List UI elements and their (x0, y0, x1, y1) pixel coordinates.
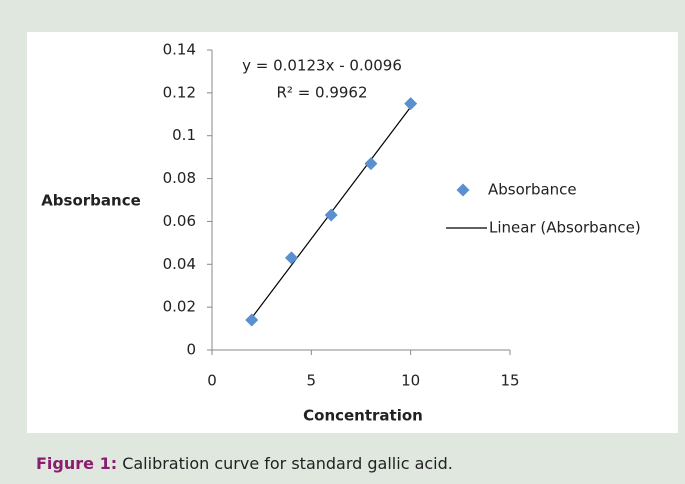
trend-r2: R² = 0.9962 (276, 84, 367, 102)
y-tick-label: 0.08 (163, 169, 196, 187)
y-tick-label: 0.02 (163, 298, 196, 316)
y-tick-label: 0.04 (163, 255, 196, 273)
point (404, 97, 418, 111)
y-tick-label: 0.06 (163, 212, 196, 230)
x-tick-label: 5 (307, 372, 317, 390)
y-tick-label: 0.14 (163, 41, 196, 59)
legend-marker (456, 183, 470, 197)
legend-label: Absorbance (488, 181, 577, 199)
point (324, 208, 338, 222)
y-tick-label: 0.12 (163, 83, 196, 101)
chart: Absorbance Concentration y = 0.0123x - 0… (27, 32, 678, 433)
x-axis-label: Concentration (303, 407, 423, 425)
caption: Figure 1: Calibration curve for standard… (36, 454, 453, 473)
point (245, 313, 259, 327)
y-axis-label: Absorbance (41, 192, 141, 210)
legend-label: Linear (Absorbance) (489, 219, 641, 237)
point (364, 157, 378, 171)
caption-text: Calibration curve for standard gallic ac… (122, 454, 453, 473)
x-tick-label: 15 (500, 372, 519, 390)
caption-label: Figure 1: (36, 454, 118, 473)
trend-equation: y = 0.0123x - 0.0096 (242, 57, 402, 75)
x-tick-label: 0 (207, 372, 217, 390)
x-tick-label: 10 (401, 372, 420, 390)
point (284, 251, 298, 265)
y-tick-label: 0.1 (172, 126, 196, 144)
y-tick-label: 0 (186, 341, 196, 359)
